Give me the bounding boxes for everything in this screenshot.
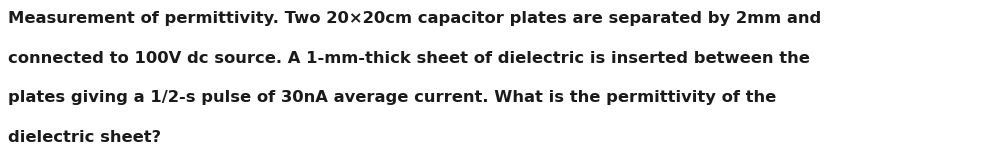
Text: dielectric sheet?: dielectric sheet? [8, 130, 161, 145]
Text: plates giving a 1/2-s pulse of 30nA average current. What is the permittivity of: plates giving a 1/2-s pulse of 30nA aver… [8, 90, 777, 105]
Text: connected to 100V dc source. A 1-mm-thick sheet of dielectric is inserted betwee: connected to 100V dc source. A 1-mm-thic… [8, 51, 810, 66]
Text: Measurement of permittivity. Two 20×20cm capacitor plates are separated by 2mm a: Measurement of permittivity. Two 20×20cm… [8, 11, 822, 26]
